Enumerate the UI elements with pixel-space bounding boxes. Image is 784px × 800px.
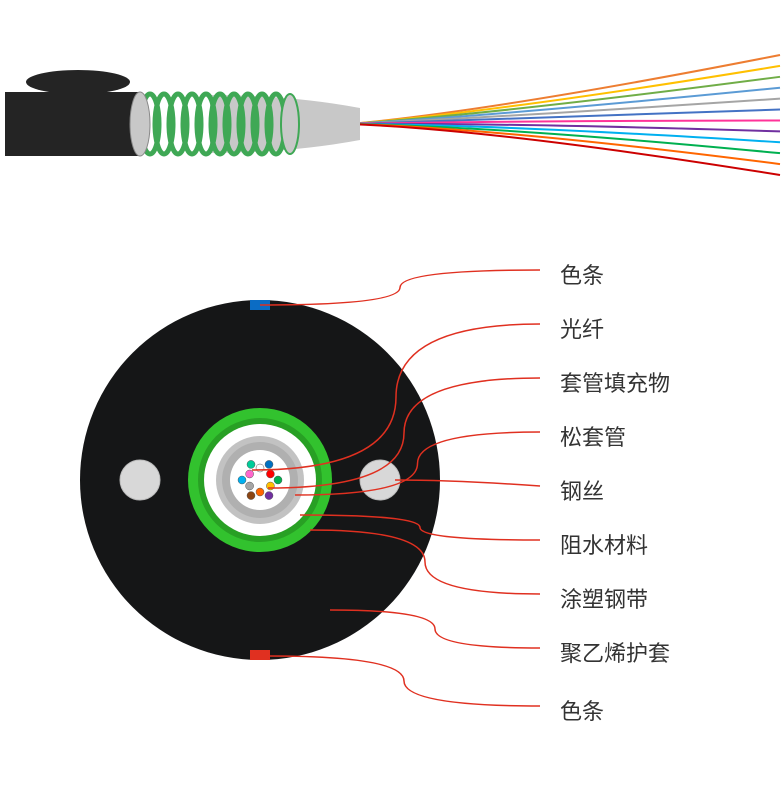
- label-loose-tube: 松套管: [560, 420, 626, 452]
- diagram-container: 色条 光纤 套管填充物 松套管 钢丝 阻水材料 涂塑钢带 聚乙烯护套 色条: [0, 0, 784, 800]
- color-stripe-bottom: [250, 650, 270, 660]
- label-water-block: 阻水材料: [560, 528, 648, 560]
- label-stripe-top: 色条: [560, 258, 604, 290]
- steel-wire-left: [120, 460, 160, 500]
- steel-wire-right: [360, 460, 400, 500]
- label-tube-fill: 套管填充物: [560, 366, 670, 398]
- cable-cross-section: [80, 300, 440, 660]
- cable-side-view: [5, 55, 780, 175]
- label-fiber: 光纤: [560, 312, 604, 344]
- label-steel-wire: 钢丝: [560, 474, 604, 506]
- label-steel-tape: 涂塑钢带: [560, 582, 648, 614]
- label-pe-jacket: 聚乙烯护套: [560, 636, 670, 668]
- diagram-svg: [0, 0, 784, 800]
- label-stripe-bottom: 色条: [560, 694, 604, 726]
